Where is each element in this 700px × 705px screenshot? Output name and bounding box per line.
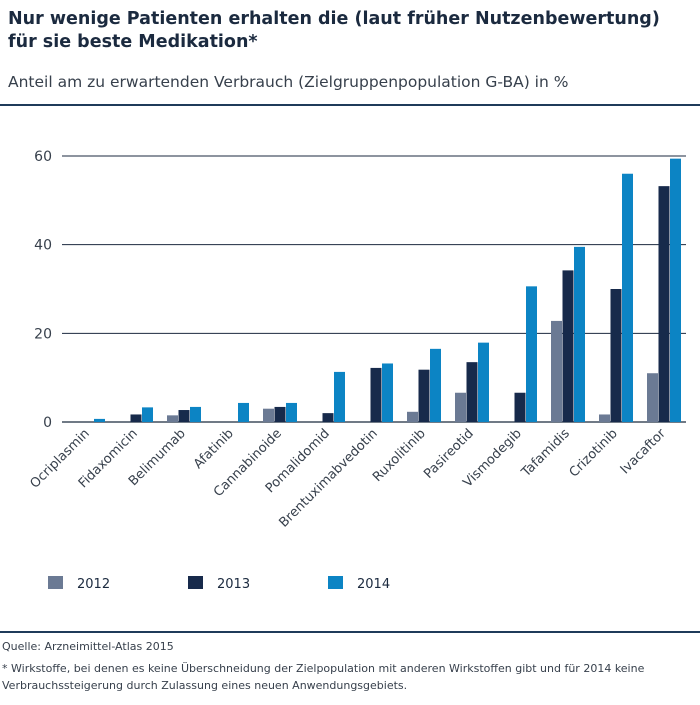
legend-swatch-2013 bbox=[188, 576, 203, 589]
x-tick-label: Afatinib bbox=[191, 426, 237, 472]
legend-label-2014: 2014 bbox=[357, 577, 390, 592]
bar-2014-crizotinib bbox=[622, 173, 633, 422]
y-tick-label: 0 bbox=[43, 415, 52, 431]
bar-2013-vismodegib bbox=[514, 392, 526, 422]
bar-2013-belimumab bbox=[178, 410, 190, 422]
bottom-divider bbox=[0, 631, 700, 633]
bar-2014-cannabinoide bbox=[286, 402, 297, 422]
bar-2013-brentuximabvedotin bbox=[370, 367, 382, 422]
top-divider bbox=[0, 104, 700, 106]
x-tick-label: Crizotinib bbox=[567, 426, 621, 480]
x-tick-label: Tafamidis bbox=[518, 426, 573, 481]
bar-2014-pasireotid bbox=[478, 342, 489, 422]
bar-2013-ruxolitinib bbox=[418, 369, 430, 422]
chart-subtitle: Anteil am zu erwartenden Verbrauch (Ziel… bbox=[8, 73, 569, 91]
bar-2014-tafamidis bbox=[574, 246, 585, 422]
y-tick-label: 20 bbox=[34, 326, 52, 342]
legend-label-2012: 2012 bbox=[77, 577, 110, 592]
bar-2012-belimumab bbox=[167, 415, 178, 422]
bar-2012-cannabinoide bbox=[263, 408, 274, 422]
bar-2013-crizotinib bbox=[610, 289, 622, 422]
bar-2012-pasireotid bbox=[455, 392, 466, 422]
bar-2013-cannabinoide bbox=[274, 406, 286, 422]
bar-2013-pasireotid bbox=[466, 362, 478, 422]
legend-swatch-2012 bbox=[48, 576, 63, 589]
y-tick-label: 40 bbox=[34, 238, 52, 254]
bar-2014-brentuximabvedotin bbox=[382, 363, 393, 422]
x-tick-label: Brentuximabvedotin bbox=[276, 426, 380, 530]
bar-2014-fidaxomicin bbox=[142, 407, 153, 422]
bar-2013-tafamidis bbox=[562, 270, 574, 422]
bar-2012-crizotinib bbox=[599, 414, 610, 422]
chart-title: Nur wenige Patienten erhalten die (laut … bbox=[8, 9, 660, 52]
bar-2012-tafamidis bbox=[551, 320, 562, 422]
source-note: Quelle: Arzneimittel-Atlas 2015 bbox=[2, 640, 174, 653]
bar-2014-belimumab bbox=[190, 406, 201, 422]
bar-2014-pomalidomid bbox=[334, 371, 345, 422]
bar-2013-pomalidomid bbox=[322, 413, 334, 422]
bar-2014-afatinib bbox=[238, 402, 249, 422]
bar-2014-ivacaftor bbox=[670, 158, 681, 422]
x-tick-label: Ivacaftor bbox=[618, 426, 670, 478]
bar-2012-ivacaftor bbox=[647, 373, 658, 422]
bar-2013-fidaxomicin bbox=[130, 414, 142, 422]
footnote: * Wirkstoffe, bei denen es keine Übersch… bbox=[2, 662, 645, 692]
legend-label-2013: 2013 bbox=[217, 577, 250, 592]
bar-2014-vismodegib bbox=[526, 286, 537, 422]
bar-2013-ivacaftor bbox=[658, 186, 670, 422]
bar-2014-ocriplasmin bbox=[94, 418, 105, 422]
y-tick-label: 60 bbox=[34, 149, 52, 165]
bar-2012-ruxolitinib bbox=[407, 411, 418, 422]
bar-2014-ruxolitinib bbox=[430, 348, 441, 422]
legend-swatch-2014 bbox=[328, 576, 343, 589]
